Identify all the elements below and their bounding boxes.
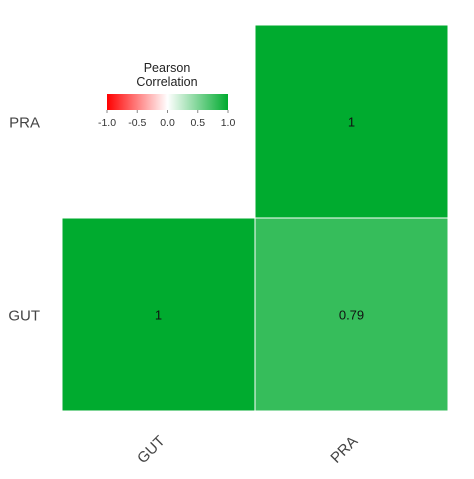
x-tick-label-gut: GUT <box>134 433 168 467</box>
legend-tick-label: -0.5 <box>128 117 146 129</box>
y-tick-label-pra: PRA <box>9 115 40 132</box>
legend-tick-label: 0.0 <box>160 117 175 129</box>
x-axis: GUT PRA <box>134 433 361 467</box>
heatmap-cell-gut-gut <box>61 217 256 412</box>
cell-value-label-pra-gut: 0.79 <box>339 308 364 323</box>
heatmap-cells <box>61 24 449 412</box>
x-tick-label-pra: PRA <box>327 433 361 467</box>
legend-tick-label: 0.5 <box>190 117 205 129</box>
cell-value-label-gut-gut: 1 <box>155 308 162 323</box>
legend-title-line1: Pearson <box>144 61 191 75</box>
legend-tick-label: 1.0 <box>221 117 236 129</box>
y-axis: GUT PRA <box>8 115 40 325</box>
legend-tick-label: -1.0 <box>98 117 116 129</box>
legend-title-line2: Correlation <box>136 75 197 89</box>
y-tick-label-gut: GUT <box>8 308 40 325</box>
cell-value-label-pra-pra: 1 <box>348 115 355 130</box>
legend-ticks: -1.0 -0.5 0.0 0.5 1.0 <box>98 110 235 129</box>
heatmap-cell-pra-gut <box>254 217 449 412</box>
heatmap-cell-labels: 1 0.79 1 <box>155 115 364 323</box>
heatmap-cell-pra-pra <box>254 24 449 219</box>
legend-gradient-bar <box>107 94 228 110</box>
color-legend: Pearson Correlation -1.0 -0.5 0.0 0.5 1.0 <box>98 61 235 129</box>
